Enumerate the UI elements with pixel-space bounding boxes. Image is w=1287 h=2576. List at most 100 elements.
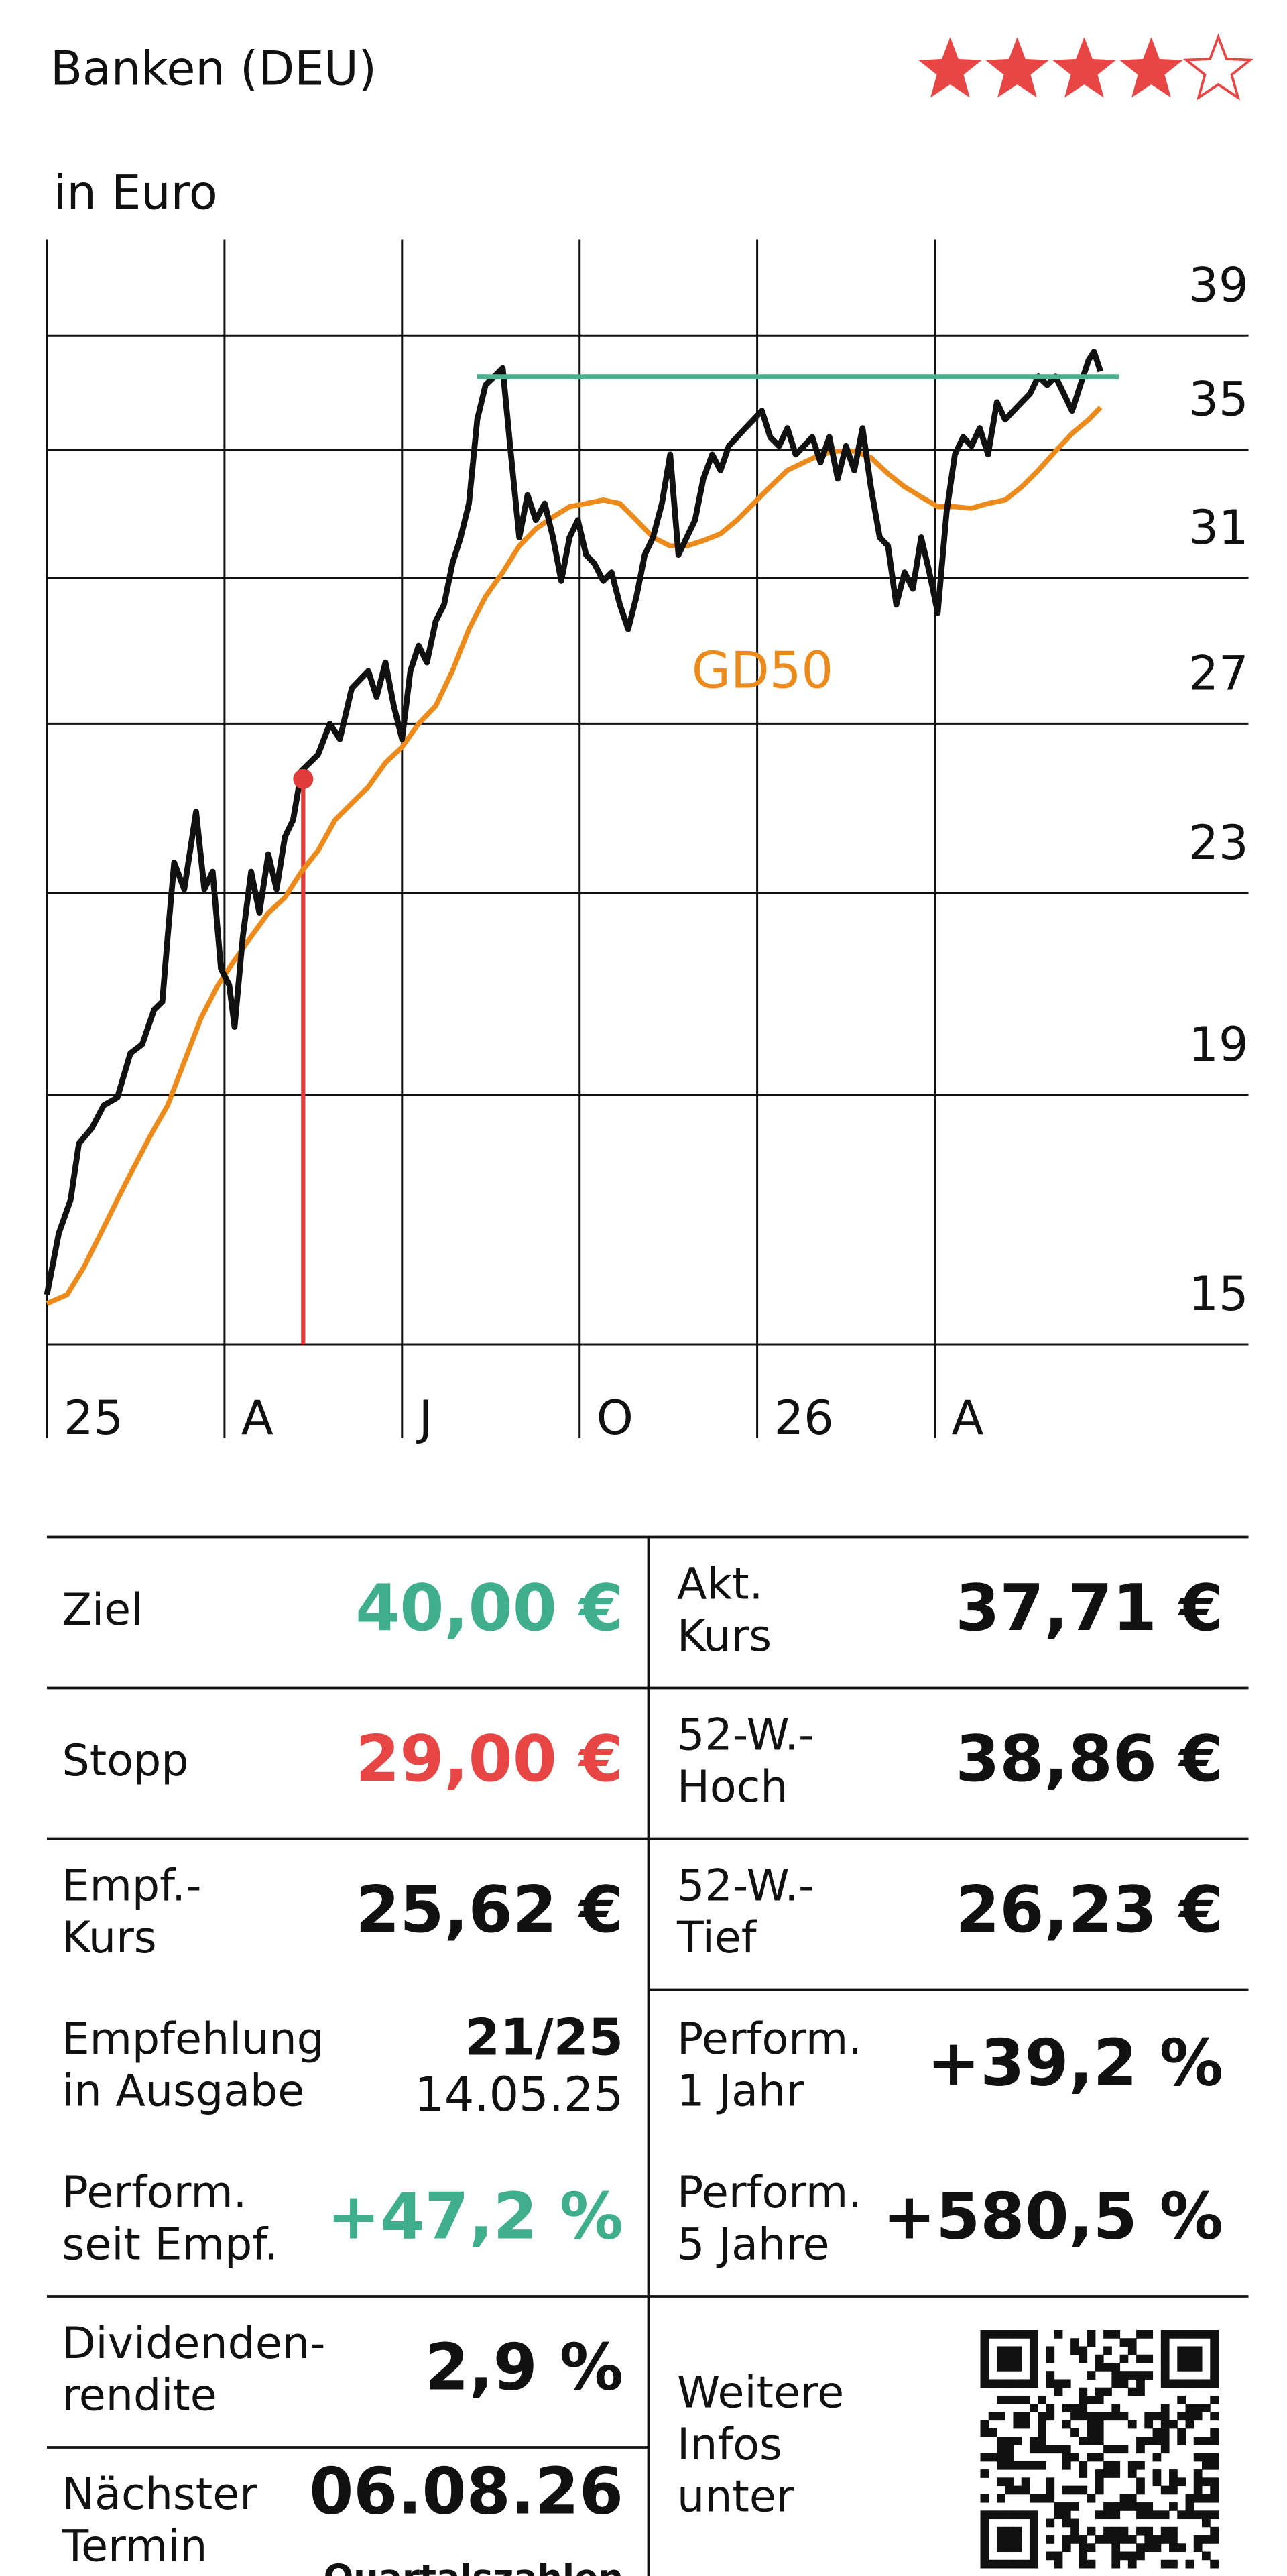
qr-module — [1103, 2461, 1112, 2470]
qr-module — [1169, 2420, 1178, 2429]
qr-module — [1185, 2510, 1194, 2520]
qr-module — [1095, 2387, 1104, 2396]
qr-module — [1193, 2469, 1203, 2478]
qr-module — [1070, 2535, 1079, 2544]
qr-module — [1111, 2445, 1121, 2454]
qr-module — [1210, 2412, 1219, 2421]
qr-module — [1202, 2379, 1211, 2388]
qr-module — [1160, 2485, 1170, 2495]
qr-module — [1185, 2404, 1194, 2412]
qr-module — [996, 2461, 1005, 2470]
qr-module — [1103, 2510, 1112, 2520]
qr-module — [1136, 2379, 1145, 2388]
qr-module — [996, 2362, 1005, 2372]
cell-label: Perform. — [677, 2014, 862, 2064]
qr-module — [1202, 2510, 1211, 2520]
qr-module — [996, 2330, 1005, 2339]
qr-module — [988, 2412, 997, 2421]
qr-code — [980, 2330, 1219, 2569]
qr-module — [1111, 2412, 1121, 2421]
qr-module — [1046, 2551, 1055, 2561]
qr-module — [1079, 2437, 1088, 2445]
qr-module — [1070, 2526, 1079, 2536]
qr-module — [1046, 2535, 1055, 2544]
qr-module — [1005, 2477, 1014, 2487]
qr-module — [1062, 2502, 1071, 2511]
qr-module — [1013, 2412, 1022, 2421]
qr-module — [1087, 2453, 1096, 2462]
cell-value: +39,2 % — [927, 2027, 1223, 2101]
qr-module — [1193, 2510, 1203, 2520]
qr-module — [1095, 2395, 1104, 2404]
qr-module — [1095, 2510, 1104, 2520]
qr-module — [1185, 2412, 1194, 2421]
qr-module — [1210, 2559, 1219, 2569]
qr-module — [1210, 2338, 1219, 2347]
qr-module — [1079, 2485, 1088, 2495]
qr-module — [1038, 2420, 1046, 2429]
qr-module — [1013, 2485, 1022, 2495]
qr-module — [1160, 2346, 1170, 2355]
qr-module — [1136, 2387, 1145, 2396]
qr-module — [1038, 2412, 1046, 2421]
qr-module — [1046, 2371, 1055, 2380]
qr-module — [1046, 2477, 1055, 2487]
qr-module — [1087, 2330, 1096, 2339]
qr-module — [1013, 2362, 1022, 2372]
qr-module — [1185, 2379, 1194, 2388]
x-tick-label: A — [241, 1391, 273, 1446]
qr-module — [1005, 2510, 1014, 2520]
qr-module — [1054, 2379, 1063, 2388]
qr-module — [1169, 2535, 1178, 2544]
qr-module — [1021, 2477, 1030, 2487]
cell-label: rendite — [62, 2370, 217, 2420]
qr-module — [1210, 2461, 1219, 2470]
cell-value: +47,2 % — [327, 2180, 623, 2253]
qr-module — [1079, 2543, 1088, 2553]
qr-module — [1005, 2379, 1014, 2388]
qr-module — [1005, 2526, 1014, 2536]
qr-module — [1127, 2371, 1137, 2380]
qr-module — [1079, 2469, 1088, 2478]
qr-module — [1169, 2379, 1178, 2388]
qr-module — [1144, 2437, 1154, 2445]
qr-module — [1210, 2437, 1219, 2445]
qr-module — [1127, 2551, 1137, 2561]
qr-module — [1193, 2535, 1203, 2544]
qr-module — [1005, 2354, 1014, 2363]
qr-module — [1013, 2461, 1022, 2470]
qr-module — [1046, 2404, 1055, 2412]
y-tick-label: 15 — [1188, 1267, 1248, 1322]
qr-module — [1177, 2395, 1186, 2404]
qr-module — [1144, 2526, 1154, 2536]
qr-module — [1046, 2346, 1055, 2355]
rating-star — [985, 37, 1050, 98]
qr-module — [1046, 2445, 1055, 2454]
qr-module — [1029, 2535, 1038, 2544]
cell-value: 2,9 % — [424, 2331, 623, 2404]
qr-module — [1070, 2346, 1079, 2355]
cell-label: unter — [677, 2472, 794, 2522]
cell-value: 26,23 € — [955, 1873, 1223, 1947]
qr-module — [1095, 2453, 1104, 2462]
cell-label: Perform. — [62, 2168, 247, 2218]
qr-module — [980, 2379, 989, 2388]
qr-module — [1127, 2494, 1137, 2503]
qr-module — [1111, 2535, 1121, 2544]
qr-module — [980, 2346, 989, 2355]
rating-star — [918, 37, 983, 98]
qr-module — [1119, 2445, 1129, 2454]
qr-module — [1013, 2330, 1022, 2339]
qr-module — [1136, 2437, 1145, 2445]
qr-module — [1177, 2437, 1186, 2445]
qr-module — [1029, 2445, 1038, 2454]
qr-module — [1062, 2535, 1071, 2544]
qr-module — [1152, 2437, 1162, 2445]
qr-module — [1013, 2437, 1022, 2445]
cell-label: Stopp — [62, 1736, 189, 1786]
qr-module — [988, 2330, 997, 2339]
qr-module — [1127, 2338, 1137, 2347]
qr-module — [1193, 2354, 1203, 2363]
qr-module — [1136, 2354, 1145, 2363]
qr-module — [1103, 2362, 1112, 2372]
